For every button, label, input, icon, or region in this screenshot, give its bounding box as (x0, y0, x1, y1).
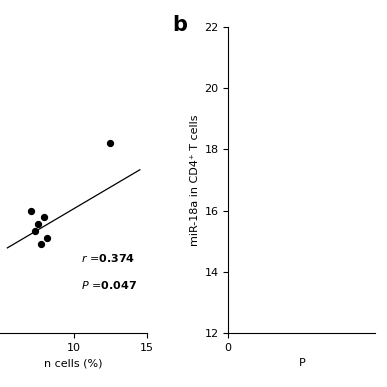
X-axis label: n cells (%): n cells (%) (45, 358, 103, 368)
Point (44, 235, 50, 241)
Point (38, 241, 45, 248)
Text: b: b (172, 15, 187, 35)
Point (107, 139, 113, 146)
Point (41, 214, 47, 221)
Point (35, 221, 41, 227)
Point (32, 228, 38, 234)
Y-axis label: miR-18a in CD4⁺ T cells: miR-18a in CD4⁺ T cells (190, 114, 200, 246)
X-axis label: P: P (298, 358, 305, 368)
Text: $r$ =$\mathbf{0.374}$: $r$ =$\mathbf{0.374}$ (81, 252, 135, 264)
Point (28, 207, 34, 214)
Text: $P$ =$\mathbf{0.047}$: $P$ =$\mathbf{0.047}$ (81, 279, 137, 291)
